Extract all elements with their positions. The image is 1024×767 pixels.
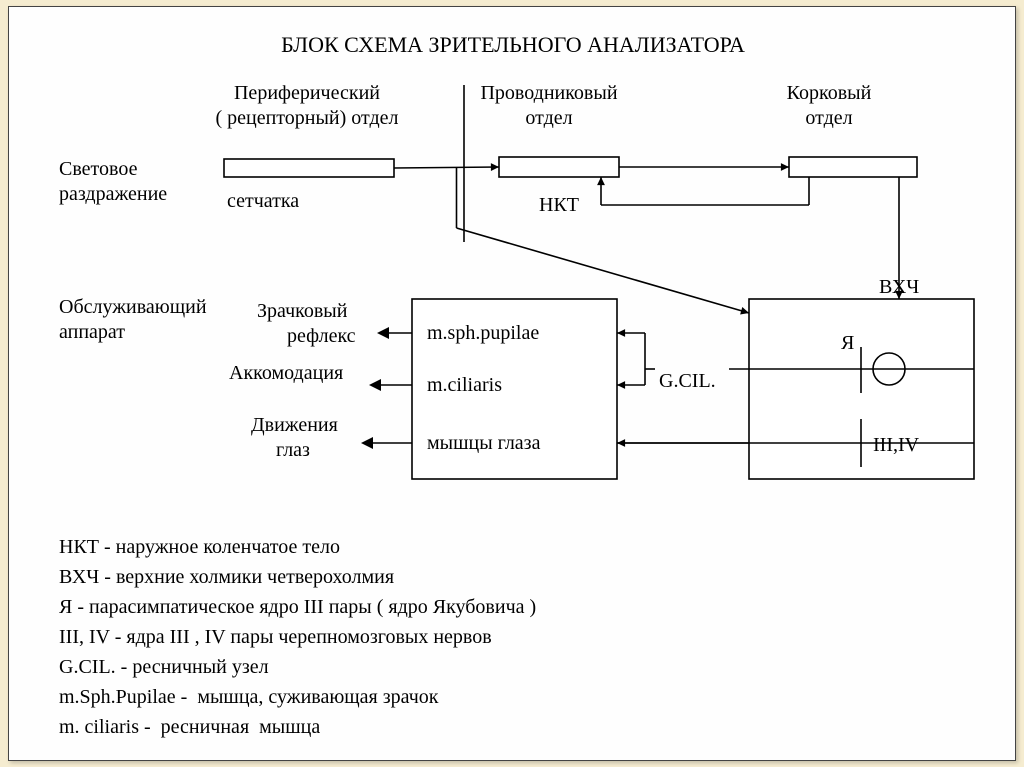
label-eye-movements: Движения глаз: [251, 413, 338, 463]
legend-line-4: III, IV - ядра III , IV пары черепномозг…: [59, 625, 492, 650]
legend-line-5: G.CIL. - ресничный узел: [59, 655, 269, 680]
label-ya: Я: [841, 331, 854, 356]
label-retina: сетчатка: [227, 189, 299, 214]
label-pupil-reflex: Зрачковый рефлекс: [257, 299, 356, 349]
label-mciliaris: m.ciliaris: [427, 373, 502, 398]
label-accommodation: Аккомодация: [229, 361, 343, 386]
legend-line-7: m. ciliaris - ресничная мышца: [59, 715, 320, 740]
legend-line-6: m.Sph.Pupilae - мышца, суживающая зрачок: [59, 685, 439, 710]
label-servicing-apparatus: Обслуживающий аппарат: [59, 295, 207, 345]
label-nkt: НКТ: [539, 193, 579, 218]
legend-line-2: ВХЧ - верхние холмики четверохолмия: [59, 565, 394, 590]
label-iii-iv: III,IV: [873, 433, 919, 458]
diagram-frame: БЛОК СХЕМА ЗРИТЕЛЬНОГО АНАЛИЗАТОРА Перифе…: [8, 6, 1016, 761]
label-gcil: G.CIL.: [659, 369, 716, 394]
label-msph: m.sph.pupilae: [427, 321, 539, 346]
label-light-stimulus: Световое раздражение: [59, 157, 167, 207]
header-conductive: Проводниковый отдел: [480, 81, 617, 131]
legend-line-1: НКТ - наружное коленчатое тело: [59, 535, 340, 560]
label-bxch: ВХЧ: [879, 275, 919, 300]
label-eye-muscles: мышцы глаза: [427, 431, 540, 456]
header-peripheral: Периферический ( рецепторный) отдел: [215, 81, 398, 131]
diagram-title: БЛОК СХЕМА ЗРИТЕЛЬНОГО АНАЛИЗАТОРА: [281, 31, 745, 59]
header-cortical: Корковый отдел: [787, 81, 872, 131]
legend-line-3: Я - парасимпатическое ядро III пары ( яд…: [59, 595, 536, 620]
